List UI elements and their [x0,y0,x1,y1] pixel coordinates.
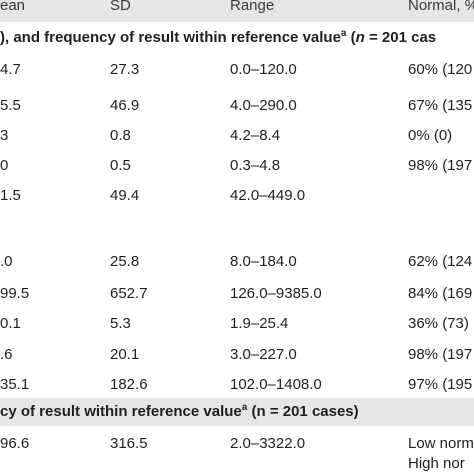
col-header-normal: Normal, % [408,0,474,14]
col-header-mean: ean [0,0,26,14]
cell-sd: 182.6 [110,376,148,393]
cell-normal: 0% (0) [408,127,453,144]
cell-mean: 35.1 [0,376,30,393]
cell-mean: 0 [0,157,9,174]
cell-range: 102.0–1408.0 [230,376,322,393]
cell-mean: .0 [0,253,13,270]
cell-sd: 46.9 [110,97,140,114]
section-heading-2-text: cy of result within reference value [0,403,242,420]
cell-sd: 27.3 [110,61,140,78]
cell-mean: 96.6 [0,435,30,452]
section-heading-2-sup: a [241,402,248,413]
cell-sd: 316.5 [110,435,148,452]
col-header-range: Range [230,0,275,14]
section-heading-2-count: (n = 201 cases) [247,403,359,420]
cell-mean: 5.5 [0,97,21,114]
cell-normal: 98% (197 [408,346,473,363]
cell-sd: 0.5 [110,157,131,174]
cell-normal: Low norm [408,435,474,452]
section-heading-1-paren: ( [346,29,356,46]
cell-sd: 0.8 [110,127,131,144]
cell-sd: 25.8 [110,253,140,270]
cell-mean: 0.1 [0,315,21,332]
cell-normal: 84% (169 [408,285,473,302]
cell-range: 2.0–3322.0 [230,435,306,452]
cell-range: 3.0–227.0 [230,346,297,363]
cell-range: 4.2–8.4 [230,127,281,144]
cell-mean: 3 [0,127,9,144]
cell-normal: 67% (135 [408,97,473,114]
cell-mean: 99.5 [0,285,30,302]
cell-sd: 20.1 [110,346,140,363]
col-header-sd: SD [110,0,131,14]
cell-range: 42.0–449.0 [230,187,306,204]
cell-normal: 60% (120 [408,61,473,78]
cell-range: 4.0–290.0 [230,97,297,114]
cell-range: 126.0–9385.0 [230,285,322,302]
cell-normal: 36% (73) [408,315,469,332]
section-heading-1-text: ), and frequency of result within refere… [0,29,341,46]
cell-normal: 97% (195 [408,376,473,393]
cell-normal: 98% (197 [408,157,473,174]
table-header-bar [0,0,474,22]
cell-sd: 652.7 [110,285,148,302]
section-heading-1: ), and frequency of result within refere… [0,28,436,48]
cell-range: 8.0–184.0 [230,253,297,270]
cell-sd: 49.4 [110,187,140,204]
cell-mean: .6 [0,346,13,363]
cell-range: 0.3–4.8 [230,157,281,174]
section-heading-2: cy of result within reference valuea (n … [0,402,359,422]
cell-range: 0.0–120.0 [230,61,297,78]
cell-normal-line2: High nor [408,455,465,472]
cell-mean: 4.7 [0,61,21,78]
section-heading-1-n: n [355,29,365,46]
section-heading-1-count: = 201 cas [364,29,437,46]
cell-sd: 5.3 [110,315,131,332]
cell-mean: 1.5 [0,187,21,204]
cell-range: 1.9–25.4 [230,315,289,332]
cell-normal: 62% (124 [408,253,473,270]
section-heading-1-sup: a [340,28,347,39]
section-heading-2-bar [0,398,474,426]
